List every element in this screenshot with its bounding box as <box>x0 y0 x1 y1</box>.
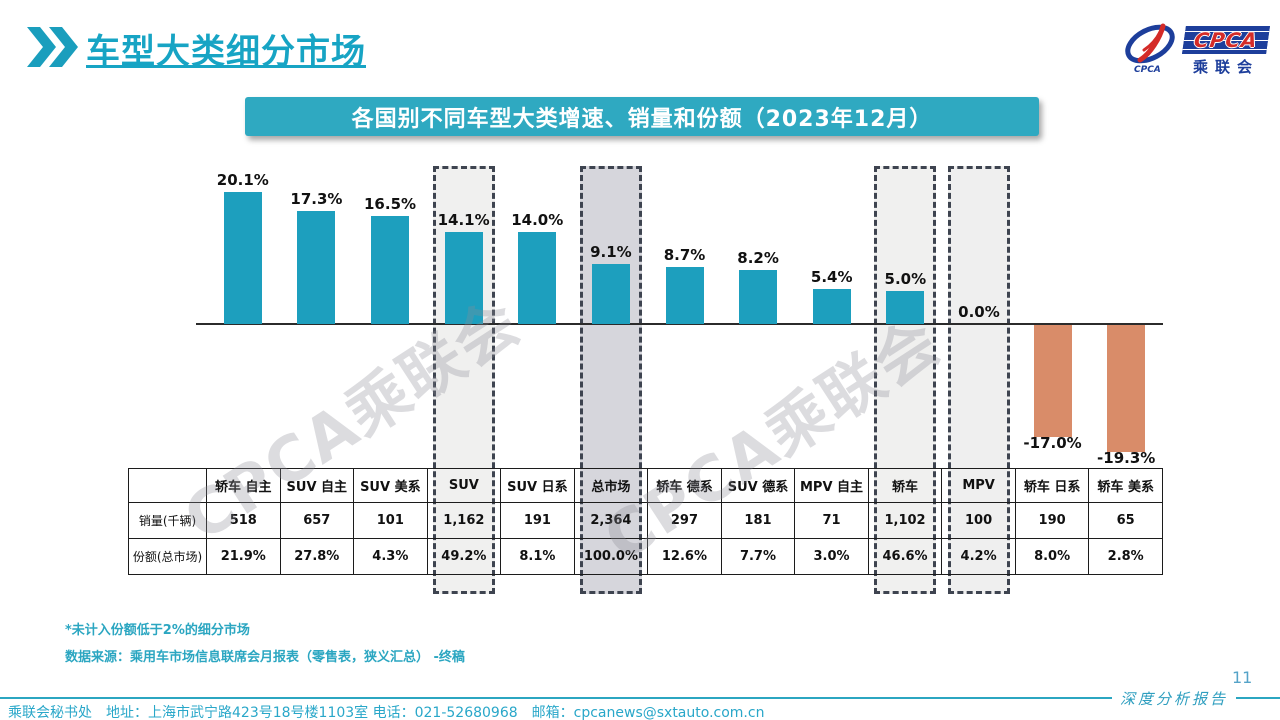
table-cell: 190 <box>1014 502 1090 539</box>
table-cell: 8.1% <box>500 538 575 575</box>
table-row-label: 销量(千辆) <box>128 502 207 539</box>
bar-value-label: 9.1% <box>590 243 632 262</box>
bar-value-label: 17.3% <box>290 189 343 208</box>
bar-总市场 <box>591 264 630 324</box>
table-cell: 657 <box>279 502 355 539</box>
table-header-cell: MPV 自主 <box>794 468 869 503</box>
page-title: 车型大类细分市场 <box>86 32 366 72</box>
footnote: *未计入份额低于2%的细分市场 <box>65 623 250 638</box>
table-header-cell: MPV <box>941 468 1016 503</box>
table-cell: 2,364 <box>573 502 649 539</box>
cpca-logo: CPCA CPCA 乘联会 <box>1120 20 1270 80</box>
table-header-cell: SUV <box>426 468 502 503</box>
page-number: 11 <box>1232 668 1253 687</box>
table-header-cell: SUV 德系 <box>720 468 796 503</box>
data-table: 轿车 自主 SUV 自主 SUV 美系 SUV SUV 日系 总市场 轿车 德系 SUV 德系… <box>128 468 1163 575</box>
table-header-cell: 轿车 日系 <box>1014 468 1090 503</box>
table-cell: 2.8% <box>1088 538 1163 575</box>
table-cell: 518 <box>206 502 281 539</box>
bar-value-label: -19.3% <box>1097 448 1156 467</box>
bar-SUV-日系 <box>518 232 557 324</box>
bar-value-label: 5.4% <box>810 267 853 286</box>
bar-轿车-美系 <box>1107 325 1146 452</box>
cpca-ellipse-icon: CPCA <box>1125 23 1175 75</box>
table-cell: 4.3% <box>353 538 428 575</box>
bar-SUV-美系 <box>371 215 410 324</box>
table-cell: 8.0% <box>1014 538 1090 575</box>
table-cell: 71 <box>794 502 869 539</box>
bar-轿车 <box>886 291 925 324</box>
table-cell: 1,162 <box>426 502 502 539</box>
bar-轿车-日系 <box>1033 325 1072 437</box>
bar-value-label: 0.0% <box>958 303 1000 321</box>
table-header-cell: 轿车 美系 <box>1088 468 1163 503</box>
table-cell: 1,102 <box>867 502 943 539</box>
table-header-cell: 轿车 德系 <box>647 468 722 503</box>
table-cell: 7.7% <box>720 538 796 575</box>
table-cell: 65 <box>1088 502 1163 539</box>
table-cell: 191 <box>500 502 575 539</box>
bar-value-label: 8.7% <box>663 245 706 264</box>
table-cell: 12.6% <box>647 538 722 575</box>
table-cell: 100 <box>941 502 1016 539</box>
table-cell: 100.0% <box>573 538 649 575</box>
table-cell: 27.8% <box>279 538 355 575</box>
chart-title-banner: 各国别不同车型大类增速、销量和份额（2023年12月） <box>245 97 1039 136</box>
table-cell: 21.9% <box>206 538 281 575</box>
x-axis-line <box>196 323 1163 325</box>
table-row: 份额(总市场) 21.9% 27.8% 4.3% 49.2% 8.1% 100.0% 12.6… <box>128 538 1163 575</box>
bar-value-label: 20.1% <box>216 171 269 190</box>
cpca-flag: CPCA <box>1182 26 1270 54</box>
table-cell: 3.0% <box>794 538 869 575</box>
table-header-cell: 轿车 <box>867 468 943 503</box>
table-header-cell: 总市场 <box>573 468 649 503</box>
table-cell: 4.2% <box>941 538 1016 575</box>
table-row: 销量(千辆) 518 657 101 1,162 191 2,364 297 181 71 1,10… <box>128 502 1163 539</box>
double-chevron-icon <box>27 27 78 67</box>
footer-contact: 乘联会秘书处 地址：上海市武宁路423号18号楼1103室 电话：021-526… <box>8 705 765 720</box>
table-corner-cell <box>128 468 207 503</box>
footer-divider <box>0 697 1280 699</box>
bar-SUV-德系 <box>739 270 778 324</box>
table-cell: 101 <box>353 502 428 539</box>
bar-SUV <box>444 231 483 324</box>
bar-value-label: -17.0% <box>1023 433 1082 452</box>
table-row-label: 份额(总市场) <box>128 538 207 575</box>
bar-轿车-自主 <box>223 192 262 324</box>
bar-轿车-德系 <box>665 266 704 324</box>
bar-value-label: 14.0% <box>511 211 564 230</box>
cpca-logo-subtext: 乘联会 <box>1192 58 1259 76</box>
bar-value-label: 14.1% <box>437 210 490 229</box>
table-header-cell: SUV 自主 <box>279 468 355 503</box>
data-source-note: 数据来源：乘用车市场信息联席会月报表（零售表，狭义汇总） -终稿 <box>65 650 465 665</box>
bar-value-label: 8.2% <box>737 249 779 268</box>
cpca-logo-text: CPCA <box>1192 28 1260 52</box>
bar-value-label: 5.0% <box>884 270 927 289</box>
bar-MPV-自主 <box>812 288 851 324</box>
chart-title: 各国别不同车型大类增速、销量和份额（2023年12月） <box>351 106 933 132</box>
table-cell: 46.6% <box>867 538 943 575</box>
bar-chart: CPCA乘联会 CPCA乘联会 轿车 自主 SUV 自主 SUV 美系 SUV SUV … <box>128 160 1163 606</box>
table-cell: 181 <box>720 502 796 539</box>
table-cell: 49.2% <box>426 538 502 575</box>
bar-SUV-自主 <box>297 210 336 324</box>
cpca-glyph-caption: CPCA <box>1134 65 1161 75</box>
report-type-label: 深度分析报告 <box>1112 688 1237 709</box>
table-header-cell: SUV 日系 <box>500 468 575 503</box>
table-cell: 297 <box>647 502 722 539</box>
table-header-cell: 轿车 自主 <box>206 468 281 503</box>
bar-value-label: 16.5% <box>364 194 417 213</box>
table-header-cell: SUV 美系 <box>353 468 428 503</box>
